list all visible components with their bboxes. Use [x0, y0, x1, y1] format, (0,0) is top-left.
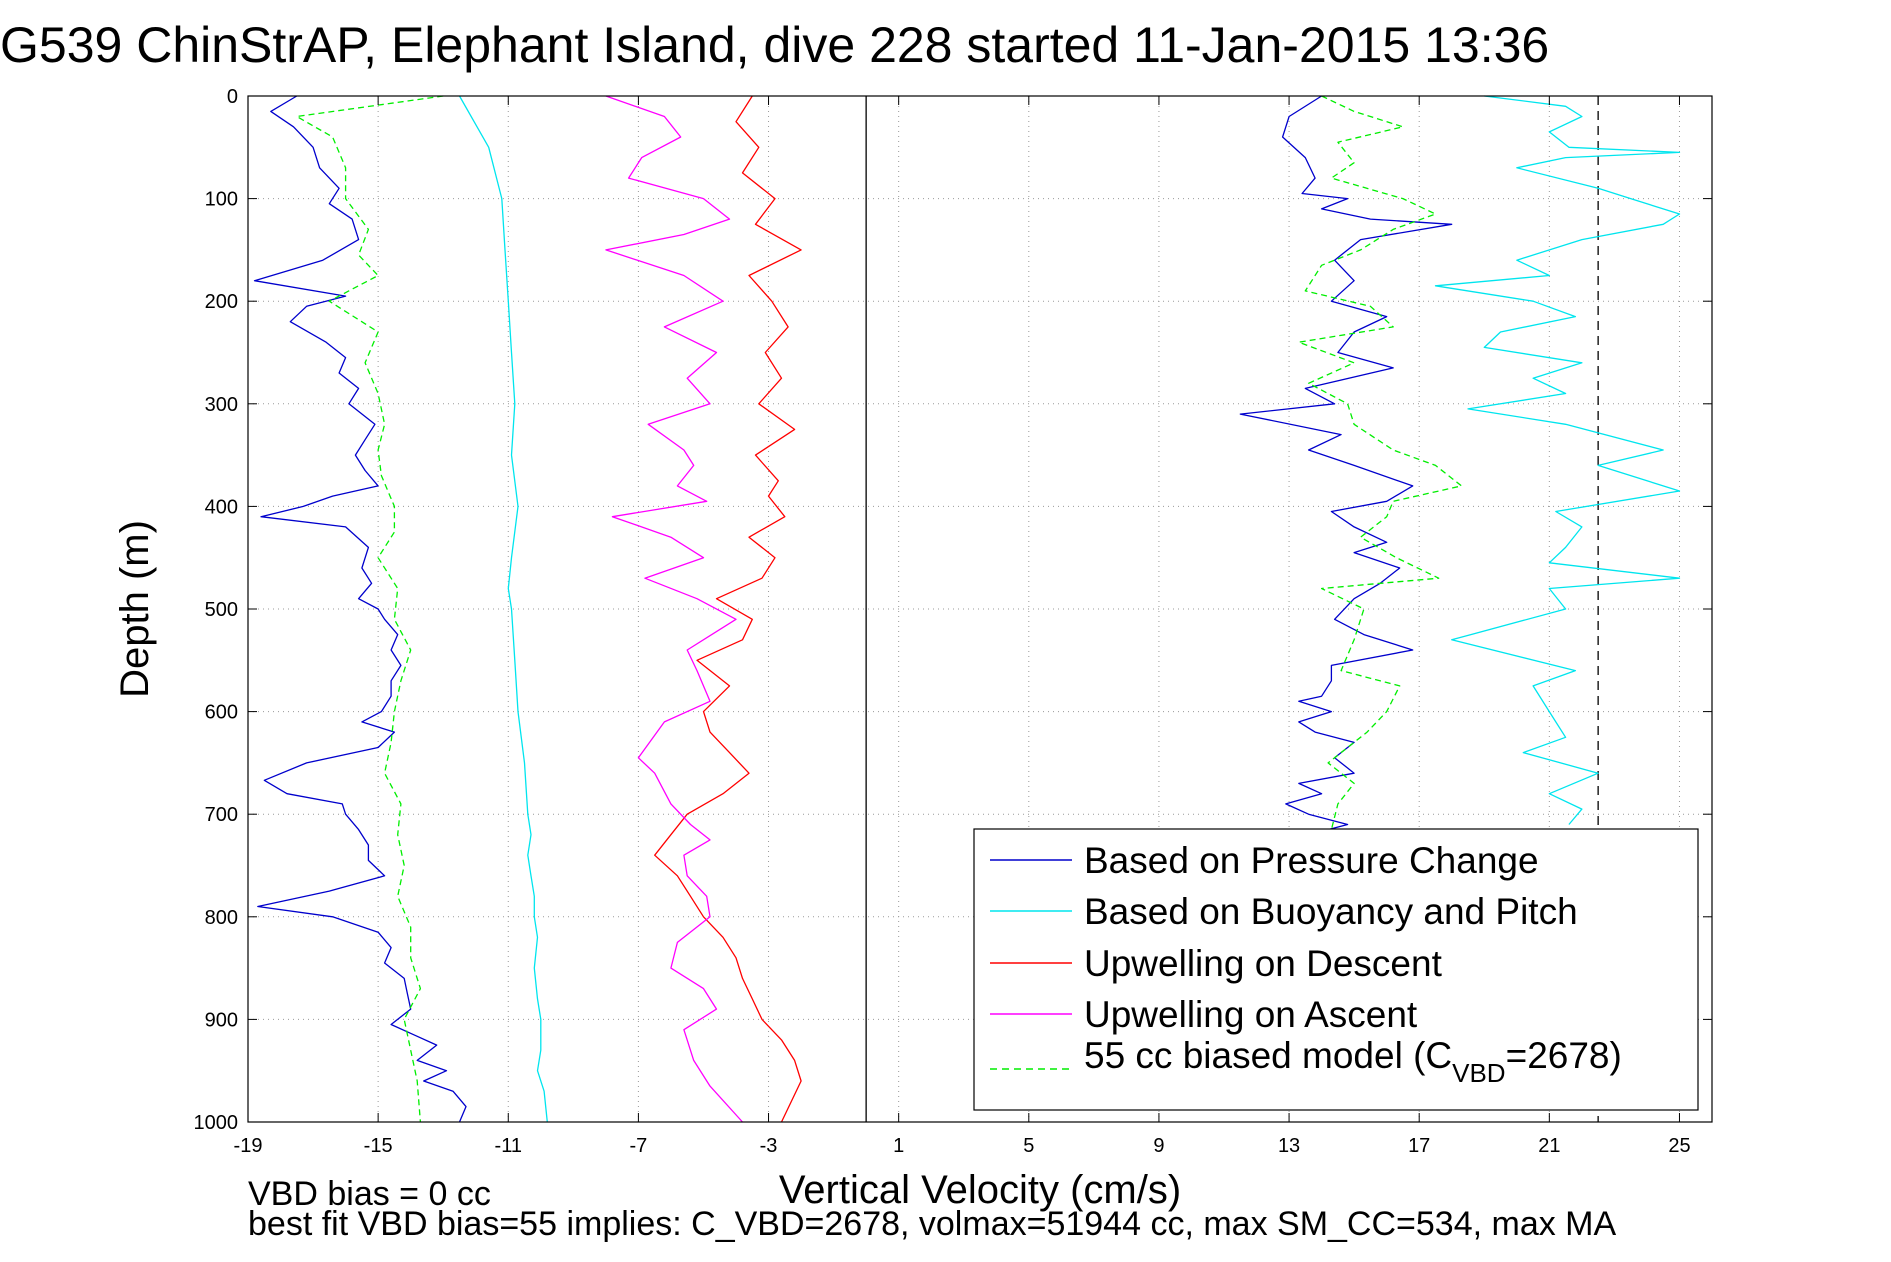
series-line-4 [296, 95, 444, 1123]
series-line-3 [605, 95, 743, 1123]
y-tick-label: 0 [227, 86, 238, 108]
vbd-bias-note: VBD bias = 0 cc [248, 1175, 491, 1213]
y-tick-label: 100 [205, 189, 238, 211]
x-tick-label: -11 [495, 1135, 522, 1157]
y-tick-label: 800 [205, 907, 238, 929]
x-axis-label: Vertical Velocity (cm/s) [779, 1168, 1181, 1212]
x-tick-label: 25 [1668, 1135, 1690, 1157]
x-tick-label: 17 [1408, 1135, 1430, 1157]
series-line-2 [654, 95, 802, 1123]
y-tick-label: 400 [205, 496, 238, 518]
x-tick-label: 21 [1538, 1135, 1560, 1157]
y-tick-label: 1000 [194, 1112, 239, 1134]
series-line-6 [1434, 95, 1681, 825]
legend-label-pressure: Based on Pressure Change [1084, 840, 1539, 881]
x-tick-label: -7 [630, 1135, 648, 1157]
legend-model-subscript: VBD [1452, 1058, 1505, 1088]
y-tick-label: 900 [205, 1009, 238, 1031]
legend-label-buoyancy: Based on Buoyancy and Pitch [1084, 891, 1578, 932]
legend-model-main: 55 cc biased model (C [1084, 1035, 1452, 1076]
legend-label-model: 55 cc biased model (CVBD=2678) [1084, 1035, 1622, 1088]
y-tick-label: 300 [205, 394, 238, 416]
legend-label-ascent: Upwelling on Ascent [1084, 994, 1418, 1035]
best-fit-note: best fit VBD bias=55 implies: C_VBD=2678… [248, 1205, 1617, 1243]
x-tick-label: 1 [893, 1135, 904, 1157]
series-line-7 [1298, 95, 1463, 830]
x-tick-label: 5 [1023, 1135, 1034, 1157]
series-line-0 [253, 95, 467, 1123]
y-axis-label: Depth (m) [113, 520, 157, 698]
x-tick-label: -15 [364, 1135, 393, 1157]
series-lines [253, 95, 1681, 1123]
legend-model-tail: =2678) [1506, 1035, 1622, 1076]
legend-label-descent: Upwelling on Descent [1084, 943, 1443, 984]
x-tick-label: -19 [234, 1135, 263, 1157]
legend-box [973, 828, 1699, 1111]
x-tick-label: 9 [1153, 1135, 1164, 1157]
y-tick-label: 600 [205, 702, 238, 724]
x-tick-label: -3 [760, 1135, 778, 1157]
y-tick-label: 200 [205, 291, 238, 313]
chart-title: G539 ChinStrAP, Elephant Island, dive 22… [0, 17, 1549, 73]
series-line-1 [458, 95, 548, 1123]
legend: Based on Pressure Change Based on Buoyan… [973, 828, 1699, 1111]
x-tick-label: 13 [1278, 1135, 1300, 1157]
series-line-5 [1239, 95, 1453, 831]
y-tick-label: 700 [205, 804, 238, 826]
axis-ticks: -19 -15 -11 -7 -3 1 5 9 13 17 21 25 0 100 200 300 400 500… [194, 86, 1712, 1157]
y-tick-label: 500 [205, 599, 238, 621]
